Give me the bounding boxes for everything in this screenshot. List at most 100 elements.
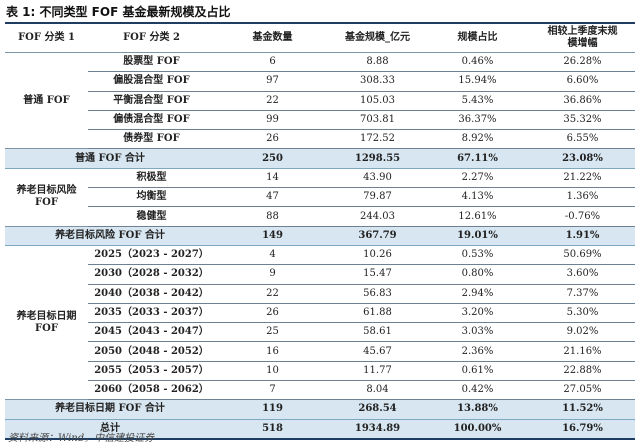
total-value: 518: [215, 419, 330, 440]
subtotal-label: 普通 FOF 合计: [5, 148, 215, 169]
cell-value: 15.94%: [425, 71, 530, 92]
column-header: FOF 分类 1: [5, 23, 88, 53]
cell-value: 45.67: [330, 341, 425, 362]
cell-value: 308.33: [330, 71, 425, 92]
cell-value: 22: [215, 91, 330, 111]
cell-value: 0.61%: [425, 361, 530, 382]
category-label: 2060（2058 - 2062）: [88, 380, 215, 401]
subtotal-row: 养老目标日期 FOF 合计 119 268.54 13.88% 11.52%: [5, 399, 635, 420]
column-header: 规模占比: [425, 23, 530, 53]
cell-value: 3.60%: [530, 264, 635, 285]
fof-table: FOF 分类 1 FOF 分类 2 基金数量 基金规模_亿元 规模占比 相较上季度末规模增…: [5, 22, 635, 440]
cell-value: 26: [215, 303, 330, 324]
total-value: 16.79%: [530, 419, 635, 440]
cell-value: 16: [215, 341, 330, 362]
column-header: 相较上季度末规模增幅: [530, 23, 635, 53]
category-label: 债券型 FOF: [88, 129, 215, 150]
cell-value: 99: [215, 110, 330, 131]
cell-value: 43.90: [330, 168, 425, 189]
cell-value: 79.87: [330, 187, 425, 208]
cell-value: 6.60%: [530, 71, 635, 92]
cell-value: 2.36%: [425, 341, 530, 362]
cell-value: 4.13%: [425, 187, 530, 208]
category-label: 2055（2053 - 2057）: [88, 361, 215, 382]
table-row: 2045（2043 - 2047） 25 58.61 3.03% 9.02%: [5, 322, 635, 343]
cell-value: 11.77: [330, 361, 425, 382]
table-row: 普通 FOF 股票型 FOF 6 8.88 0.46% 26.28%: [5, 52, 635, 150]
cell-value: 22.88%: [530, 361, 635, 382]
category-label: 2035（2033 - 2037）: [88, 303, 215, 324]
category-label: 2030（2028 - 2032）: [88, 264, 215, 285]
cell-value: 244.03: [330, 206, 425, 227]
cell-value: 35.32%: [530, 110, 635, 131]
subtotal-value: 367.79: [330, 226, 425, 246]
cell-value: 7: [215, 380, 330, 401]
cell-value: 4: [215, 245, 330, 266]
group-label: 养老目标日期 FOF: [5, 245, 88, 401]
cell-value: 97: [215, 71, 330, 92]
category-label: 股票型 FOF: [88, 52, 215, 73]
category-label: 平衡混合型 FOF: [88, 91, 215, 111]
table-row: 均衡型 47 79.87 4.13% 1.36%: [5, 187, 635, 208]
table-row: 偏股混合型 FOF 97 308.33 15.94% 6.60%: [5, 71, 635, 92]
subtotal-value: 1298.55: [330, 148, 425, 169]
cell-value: 10: [215, 361, 330, 382]
column-header: 基金规模_亿元: [330, 23, 425, 53]
cell-value: 36.86%: [530, 91, 635, 111]
cell-value: 58.61: [330, 322, 425, 343]
cell-value: 8.88: [330, 52, 425, 73]
subtotal-row: 普通 FOF 合计 250 1298.55 67.11% 23.08%: [5, 148, 635, 169]
cell-value: 3.20%: [425, 303, 530, 324]
table-row: 2050（2048 - 2052） 16 45.67 2.36% 21.16%: [5, 341, 635, 362]
cell-value: 703.81: [330, 110, 425, 131]
table-row: 养老目标日期 FOF 2025（2023 - 2027） 4 10.26 0.53% 50…: [5, 245, 635, 401]
total-value: 1934.89: [330, 419, 425, 440]
subtotal-value: 13.88%: [425, 399, 530, 420]
cell-value: 5.43%: [425, 91, 530, 111]
cell-value: 6.55%: [530, 129, 635, 150]
table-row: 2060（2058 - 2062） 7 8.04 0.42% 27.05%: [5, 380, 635, 401]
table-row: 债券型 FOF 26 172.52 8.92% 6.55%: [5, 129, 635, 150]
cell-value: 0.80%: [425, 264, 530, 285]
cell-value: 14: [215, 168, 330, 189]
cell-value: 6: [215, 52, 330, 73]
subtotal-value: 268.54: [330, 399, 425, 420]
cell-value: 9.02%: [530, 322, 635, 343]
cell-value: 26.28%: [530, 52, 635, 73]
category-label: 均衡型: [88, 187, 215, 208]
cell-value: 2.94%: [425, 284, 530, 304]
group-label: 普通 FOF: [5, 52, 88, 150]
subtotal-value: 23.08%: [530, 148, 635, 169]
category-label: 积极型: [88, 168, 215, 189]
subtotal-value: 19.01%: [425, 226, 530, 246]
cell-value: 21.16%: [530, 341, 635, 362]
table-title: 表 1: 不同类型 FOF 基金最新规模及占比: [6, 5, 231, 19]
cell-value: 36.37%: [425, 110, 530, 131]
category-label: 2045（2043 - 2047）: [88, 322, 215, 343]
category-label: 2050（2048 - 2052）: [88, 341, 215, 362]
cell-value: 8.04: [330, 380, 425, 401]
column-header: FOF 分类 2: [88, 23, 215, 53]
cell-value: 56.83: [330, 284, 425, 304]
cell-value: 15.47: [330, 264, 425, 285]
cell-value: 27.05%: [530, 380, 635, 401]
subtotal-value: 67.11%: [425, 148, 530, 169]
table-row: 2035（2033 - 2037） 26 61.88 3.20% 5.30%: [5, 303, 635, 324]
category-label: 稳健型: [88, 206, 215, 227]
table-row: 偏债混合型 FOF 99 703.81 36.37% 35.32%: [5, 110, 635, 131]
subtotal-value: 149: [215, 226, 330, 246]
total-label: 总计: [5, 419, 215, 440]
cell-value: 8.92%: [425, 129, 530, 150]
subtotal-value: 119: [215, 399, 330, 420]
subtotal-row: 养老目标风险 FOF 合计 149 367.79 19.01% 1.91%: [5, 226, 635, 246]
column-header: 基金数量: [215, 23, 330, 53]
subtotal-value: 250: [215, 148, 330, 169]
subtotal-value: 1.91%: [530, 226, 635, 246]
cell-value: 50.69%: [530, 245, 635, 266]
cell-value: 105.03: [330, 91, 425, 111]
cell-value: 88: [215, 206, 330, 227]
cell-value: 12.61%: [425, 206, 530, 227]
category-label: 偏股混合型 FOF: [88, 71, 215, 92]
cell-value: 22: [215, 284, 330, 304]
cell-value: 21.22%: [530, 168, 635, 189]
